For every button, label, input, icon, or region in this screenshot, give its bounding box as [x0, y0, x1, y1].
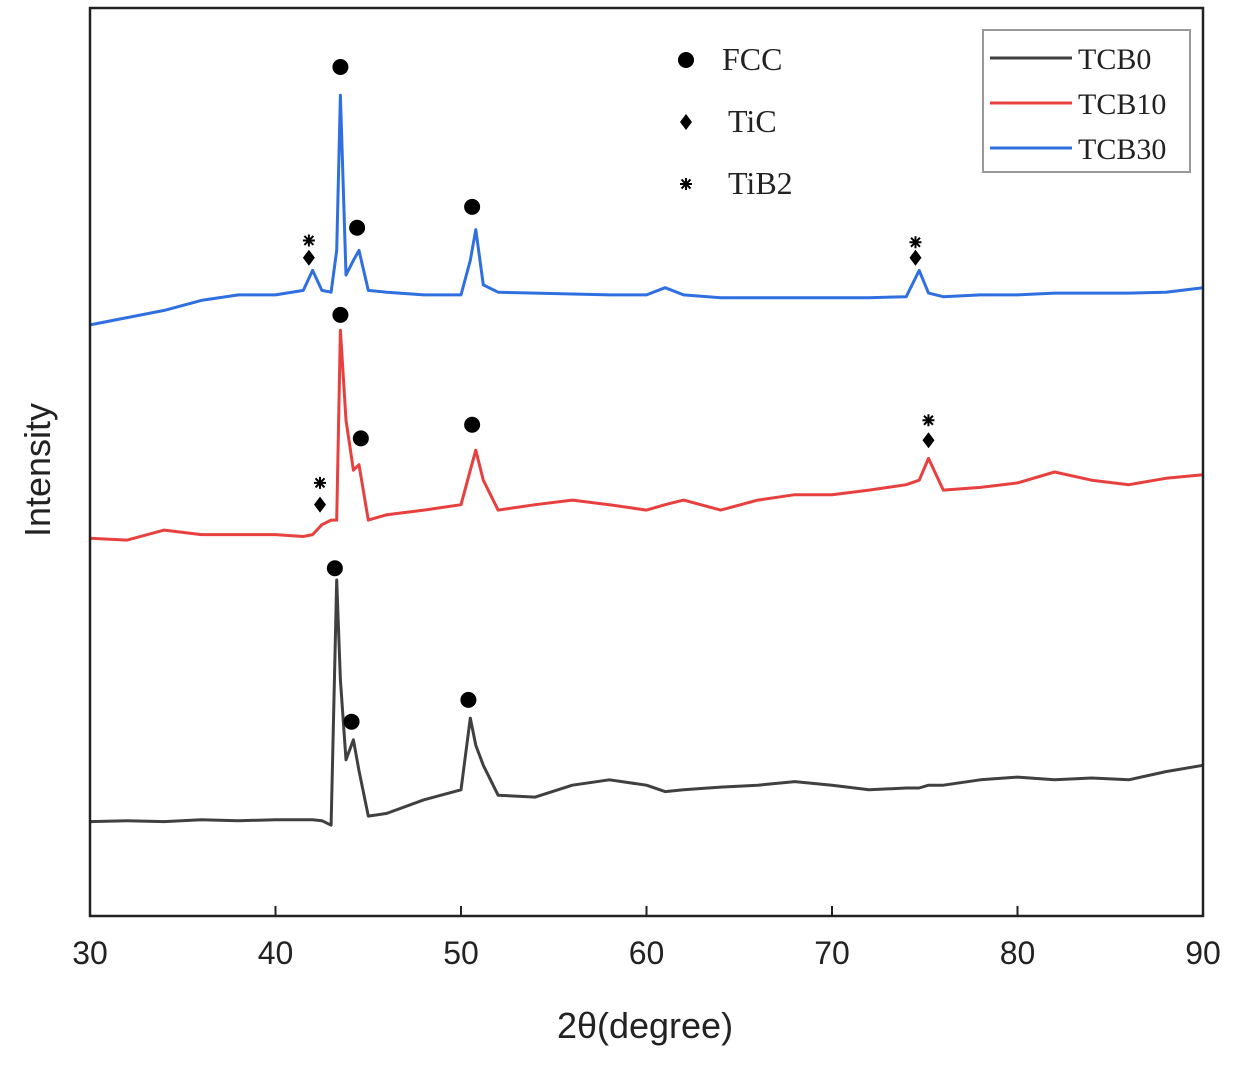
x-tick-label: 50 — [443, 935, 479, 971]
peak-marker — [352, 430, 369, 447]
phase-symbol — [680, 114, 692, 130]
phase-symbol — [678, 52, 694, 68]
peak-marker — [909, 249, 922, 266]
peak-marker — [460, 691, 477, 708]
legend-label: TCB0 — [1078, 43, 1151, 76]
x-tick-label: 40 — [258, 935, 294, 971]
series-line — [89, 328, 1204, 542]
phase-label: TiC — [728, 103, 777, 139]
phase-label: FCC — [722, 41, 782, 77]
peak-marker — [314, 476, 327, 489]
peak-marker — [332, 59, 349, 76]
peak-marker — [909, 236, 922, 249]
x-tick-label: 30 — [72, 935, 108, 971]
peak-marker — [326, 560, 343, 577]
x-tick-label: 90 — [1185, 935, 1221, 971]
peak-marker — [349, 219, 366, 236]
y-axis-label: Intensity — [17, 403, 58, 537]
peak-marker — [464, 198, 481, 215]
series-line — [89, 578, 1204, 827]
peak-marker — [302, 249, 315, 266]
peak-marker — [332, 306, 349, 323]
legend-label: TCB10 — [1078, 88, 1166, 121]
x-axis-label: 2θ(degree) — [557, 1005, 733, 1046]
phase-symbol — [680, 178, 692, 190]
plot-frame — [88, 6, 1205, 918]
peak-marker — [922, 414, 935, 427]
series-line — [89, 93, 1204, 327]
phase-label: TiB2 — [728, 165, 793, 201]
x-tick-label: 70 — [814, 935, 850, 971]
peak-marker — [314, 496, 327, 513]
peak-marker — [302, 234, 315, 247]
peak-marker — [343, 713, 360, 730]
peak-marker — [922, 432, 935, 449]
peak-marker — [464, 416, 481, 433]
legend-label: TCB30 — [1078, 133, 1166, 166]
x-tick-label: 60 — [629, 935, 665, 971]
x-tick-label: 80 — [1000, 935, 1036, 971]
